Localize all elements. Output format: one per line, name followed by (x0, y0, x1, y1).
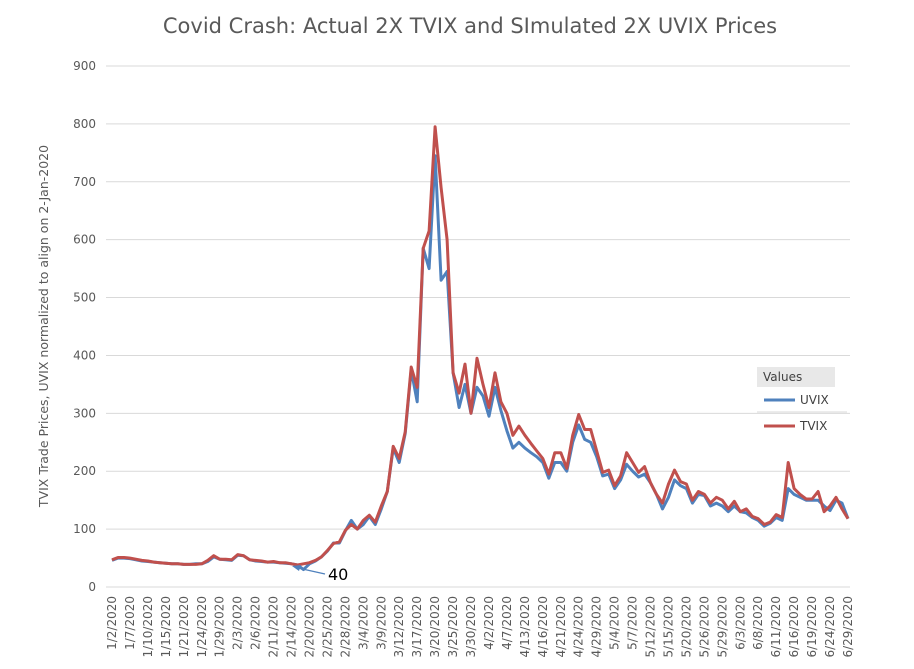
x-tick-label: 1/7/2020 (123, 596, 137, 650)
legend-title-bg (757, 367, 835, 387)
x-tick-label: 6/3/2020 (733, 596, 747, 650)
x-tick-label: 4/29/2020 (590, 596, 604, 658)
x-tick-label: 2/11/2020 (267, 596, 281, 658)
y-axis-label: TVIX Trade Prices, UVIX normalized to al… (36, 145, 51, 508)
series-line-tvix (111, 125, 850, 567)
y-tick-label: 300 (73, 406, 96, 420)
x-tick-label: 6/19/2020 (805, 596, 819, 658)
gridlines (106, 65, 850, 588)
x-tick-label: 2/3/2020 (231, 596, 245, 650)
legend: Values UVIX TVIX (757, 367, 847, 433)
x-tick-label: 2/6/2020 (249, 596, 263, 650)
series-lines (111, 125, 850, 572)
y-tick-label: 200 (73, 464, 96, 478)
x-tick-label: 5/15/2020 (661, 596, 675, 658)
chart-title: Covid Crash: Actual 2X TVIX and SImulate… (163, 14, 777, 38)
legend-label-uvix: UVIX (800, 393, 829, 407)
x-tick-label: 6/16/2020 (787, 596, 801, 658)
x-tick-label: 5/7/2020 (626, 596, 640, 650)
x-tick-label: 3/25/2020 (446, 596, 460, 658)
y-tick-label: 100 (73, 522, 96, 536)
annotation-arrowhead (292, 565, 301, 571)
x-tick-label: 2/25/2020 (320, 596, 334, 658)
y-axis-ticks: 0 100 200 300 400 500 600 700 800 900 (73, 59, 96, 594)
x-tick-label: 5/26/2020 (697, 596, 711, 658)
y-tick-label: 600 (73, 233, 96, 247)
y-tick-label: 800 (73, 117, 96, 131)
x-axis-ticks: 1/2/2020 1/7/2020 1/10/2020 1/15/2020 1/21/2… (105, 596, 855, 658)
legend-label-tvix: TVIX (799, 419, 827, 433)
x-tick-label: 3/4/2020 (356, 596, 370, 650)
x-tick-label: 5/20/2020 (679, 596, 693, 658)
x-tick-label: 2/20/2020 (302, 596, 316, 658)
series-tvix (111, 125, 850, 567)
x-tick-label: 4/7/2020 (500, 596, 514, 650)
x-tick-label: 4/24/2020 (572, 596, 586, 658)
x-tick-label: 4/21/2020 (554, 596, 568, 658)
x-tick-label: 5/12/2020 (644, 596, 658, 658)
x-tick-label: 1/24/2020 (195, 596, 209, 658)
x-tick-label: 2/14/2020 (285, 596, 299, 658)
legend-title: Values (763, 370, 802, 384)
x-tick-label: 6/29/2020 (841, 596, 855, 658)
x-tick-label: 3/17/2020 (410, 596, 424, 658)
x-tick-label: 1/21/2020 (177, 596, 191, 658)
x-tick-label: 5/4/2020 (608, 596, 622, 650)
x-tick-label: 6/11/2020 (769, 596, 783, 658)
annotation-arrow (297, 567, 326, 575)
x-tick-label: 4/13/2020 (518, 596, 532, 658)
annotation-label: 40 (328, 565, 348, 584)
x-tick-label: 5/29/2020 (715, 596, 729, 658)
x-tick-label: 4/16/2020 (536, 596, 550, 658)
x-tick-label: 3/9/2020 (374, 596, 388, 650)
x-tick-label: 6/8/2020 (751, 596, 765, 650)
x-tick-label: 4/2/2020 (482, 596, 496, 650)
x-tick-label: 3/20/2020 (428, 596, 442, 658)
x-tick-label: 6/24/2020 (823, 596, 837, 658)
y-tick-label: 400 (73, 348, 96, 362)
y-tick-label: 700 (73, 175, 96, 189)
y-tick-label: 0 (88, 580, 96, 594)
x-tick-label: 3/12/2020 (392, 596, 406, 658)
x-tick-label: 1/2/2020 (105, 596, 119, 650)
x-tick-label: 2/28/2020 (338, 596, 352, 658)
x-tick-label: 1/10/2020 (141, 596, 155, 658)
x-tick-label: 1/29/2020 (213, 596, 227, 658)
annotation: 40 (292, 565, 348, 584)
x-tick-label: 1/15/2020 (159, 596, 173, 658)
y-tick-label: 900 (73, 59, 96, 73)
x-tick-label: 3/30/2020 (464, 596, 478, 658)
y-tick-label: 500 (73, 291, 96, 305)
